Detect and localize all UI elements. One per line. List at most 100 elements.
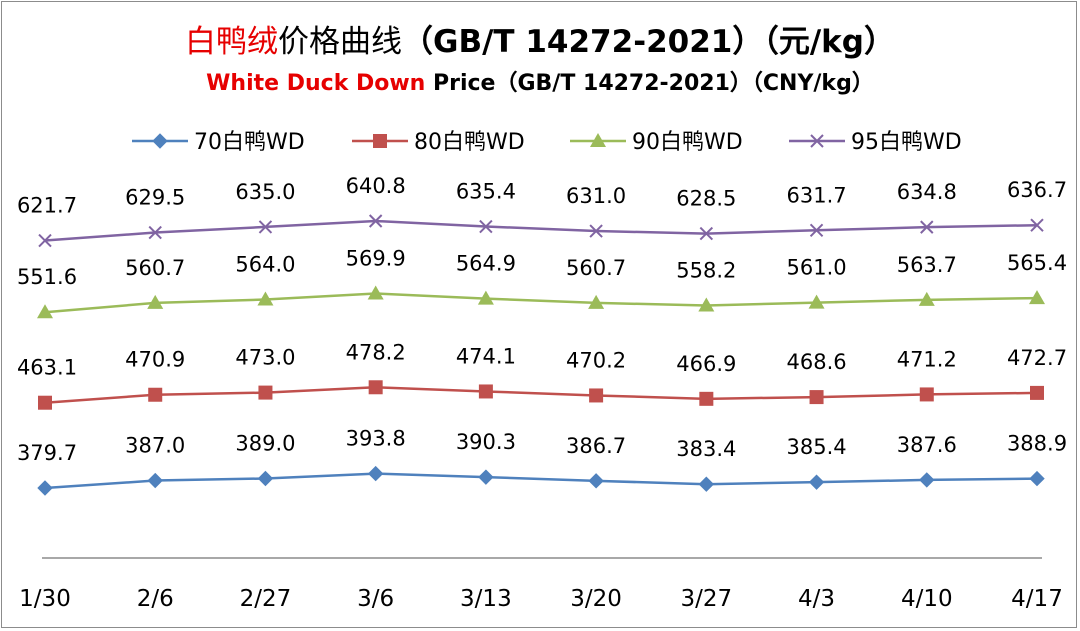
data-label: 387.0 (125, 434, 185, 458)
data-point-marker (1030, 218, 1044, 232)
data-label: 393.8 (346, 427, 406, 451)
data-label: 471.2 (897, 347, 957, 371)
data-point-marker (147, 294, 164, 309)
data-point-marker (148, 225, 162, 240)
legend-item: 95白鸭WD (789, 130, 962, 155)
data-point-marker (37, 480, 53, 496)
legend-label: 90白鸭WD (632, 130, 743, 155)
data-label: 640.8 (346, 174, 406, 198)
data-point-marker (148, 387, 163, 402)
chart-title-en: White Duck Down Price（GB/T 14272-2021）（C… (2, 68, 1078, 100)
data-point-marker (919, 387, 934, 402)
title-en-red: White Duck Down (206, 71, 426, 96)
legend-marker (590, 133, 606, 147)
data-point-marker (367, 465, 384, 482)
data-label: 383.4 (676, 437, 736, 461)
data-label: 564.9 (456, 252, 516, 276)
x-tick-label: 3/20 (570, 586, 622, 612)
data-label: 390.3 (456, 430, 516, 454)
data-label: 389.0 (235, 431, 295, 455)
data-label: 636.7 (1007, 178, 1067, 202)
data-label: 472.7 (1007, 346, 1067, 370)
legend-item: 90白鸭WD (570, 130, 743, 155)
data-point-marker (257, 291, 274, 306)
data-point-marker (38, 395, 52, 410)
data-point-marker (698, 297, 715, 312)
data-point-marker (920, 220, 934, 234)
x-tick-label: 2/6 (137, 586, 174, 612)
data-point-marker (368, 214, 383, 228)
title-en-black: Price (425, 71, 496, 96)
data-label: 388.9 (1007, 432, 1067, 456)
data-label: 468.6 (786, 350, 846, 374)
data-label: 564.0 (235, 253, 295, 277)
title-zh-standard: （GB/T 14272-2021）（元/kg） (402, 24, 895, 60)
data-label: 561.0 (786, 256, 846, 280)
data-point-marker (589, 224, 603, 238)
data-point-marker (809, 390, 824, 405)
data-point-marker (699, 226, 714, 241)
data-label: 466.9 (676, 352, 736, 376)
data-point-marker (589, 388, 604, 403)
legend-marker (373, 134, 387, 148)
data-label: 474.1 (456, 344, 516, 368)
data-point-marker (1030, 385, 1044, 400)
data-label: 635.0 (235, 180, 295, 204)
x-tick-label: 4/17 (1011, 586, 1063, 612)
data-point-marker (37, 304, 53, 319)
x-tick-label: 4/3 (798, 586, 835, 612)
data-label: 634.8 (897, 180, 957, 204)
data-point-marker (478, 469, 494, 485)
data-label: 379.7 (17, 441, 77, 465)
data-point-marker (257, 470, 274, 487)
data-point-marker (588, 473, 604, 489)
x-tick-label: 3/13 (460, 586, 512, 612)
x-tick-label: 2/27 (240, 586, 292, 612)
data-label: 470.2 (566, 348, 626, 372)
data-label: 558.2 (676, 258, 736, 282)
data-label: 478.2 (346, 340, 406, 364)
data-point-marker (478, 384, 493, 399)
data-label: 473.0 (235, 346, 295, 370)
chart-title-zh: 白鸭绒价格曲线（GB/T 14272-2021）（元/kg） (2, 22, 1078, 62)
data-label: 631.7 (786, 183, 846, 207)
data-label: 631.0 (566, 184, 626, 208)
data-point-marker (699, 391, 714, 406)
legend-item: 70白鸭WD (132, 130, 305, 155)
x-tick-label: 1/30 (19, 586, 71, 612)
data-label: 628.5 (676, 187, 736, 211)
data-label: 560.7 (125, 256, 185, 280)
data-point-marker (479, 219, 493, 234)
series-line-3 (44, 292, 1038, 314)
data-point-marker (588, 294, 605, 309)
series-line-4 (44, 219, 1038, 242)
data-point-marker (919, 472, 935, 488)
data-label: 621.7 (17, 194, 77, 218)
title-en-standard: （GB/T 14272-2021）（CNY/kg） (495, 71, 874, 96)
x-tick-label: 3/27 (681, 586, 733, 612)
data-point-marker (258, 385, 273, 400)
data-label: 551.6 (17, 265, 77, 289)
data-label: 635.4 (456, 180, 516, 204)
data-point-marker (477, 290, 494, 305)
data-label: 386.7 (566, 434, 626, 458)
data-point-marker (258, 220, 273, 234)
data-point-marker (367, 285, 384, 300)
data-point-marker (1029, 470, 1045, 487)
data-point-marker (368, 380, 383, 395)
data-point-marker (918, 291, 935, 306)
legend-label: 70白鸭WD (194, 130, 305, 155)
data-point-marker (808, 294, 825, 309)
x-tick-label: 4/10 (901, 586, 953, 612)
data-label: 470.9 (125, 348, 185, 372)
legend-marker (810, 134, 824, 148)
series-line-2 (44, 386, 1038, 404)
legend-label: 80白鸭WD (414, 130, 525, 155)
data-label: 387.6 (897, 433, 957, 457)
data-label: 560.7 (566, 256, 626, 280)
data-point-marker (147, 472, 163, 489)
legend-item: 80白鸭WD (352, 130, 525, 155)
legend-label: 95白鸭WD (851, 130, 962, 155)
